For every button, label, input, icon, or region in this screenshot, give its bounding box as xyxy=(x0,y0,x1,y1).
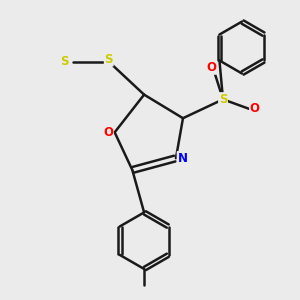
Text: S: S xyxy=(219,93,227,106)
Text: O: O xyxy=(250,102,260,115)
Text: N: N xyxy=(177,152,188,165)
Text: S: S xyxy=(104,53,113,66)
Text: O: O xyxy=(103,126,113,139)
Text: S: S xyxy=(60,55,69,68)
Text: O: O xyxy=(206,61,216,74)
